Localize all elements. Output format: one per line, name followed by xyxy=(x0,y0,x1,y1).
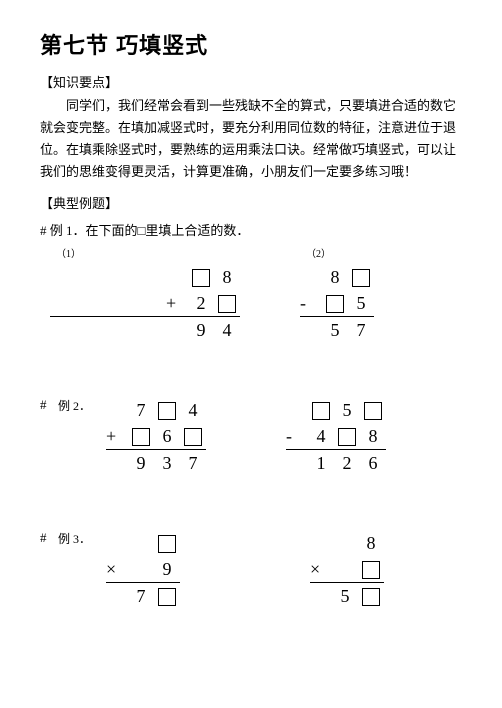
example-3-label: 例 3． xyxy=(58,530,100,547)
blank-box xyxy=(362,561,380,579)
page-title: 第七节 巧填竖式 xyxy=(40,28,462,60)
digit: 3 xyxy=(154,453,180,474)
operator: × xyxy=(106,559,128,580)
example-1-sub2-label: （2） xyxy=(306,245,374,260)
operator: - xyxy=(300,293,322,314)
section-examples-heading: 【典型例题】 xyxy=(40,193,462,212)
digit: 8 xyxy=(322,267,348,288)
digit: 1 xyxy=(308,453,334,474)
digit: 5 xyxy=(334,400,360,421)
vmath: 74+6937 xyxy=(106,397,206,476)
blank-box xyxy=(364,402,382,420)
digit: 7 xyxy=(180,453,206,474)
vmath: 8 ×5 xyxy=(310,530,384,609)
blank-box xyxy=(132,428,150,446)
digit: 8 xyxy=(360,426,386,447)
digit: 9 xyxy=(128,453,154,474)
operator: + xyxy=(166,293,188,314)
digit: 5 xyxy=(348,293,374,314)
digit: 7 xyxy=(348,320,374,341)
example-1-problems: （1） 8+294 （2） 8-557 xyxy=(40,245,462,343)
hash-icon: # xyxy=(40,530,58,546)
blank-box xyxy=(218,295,236,313)
blank-box xyxy=(362,588,380,606)
digit: 8 xyxy=(214,267,240,288)
digit: 4 xyxy=(180,400,206,421)
vmath: 8-557 xyxy=(300,264,374,343)
example-2-label: 例 2． xyxy=(58,397,100,414)
example-2-row: # 例 2． 74+6937 5-48126 xyxy=(40,397,462,476)
operator: - xyxy=(286,426,308,447)
example-1-label: 例 1．在下面的□里填上合适的数． xyxy=(50,223,250,238)
hash-icon: # xyxy=(40,397,58,413)
hash-icon: # xyxy=(40,223,47,238)
digit: 5 xyxy=(322,320,348,341)
operator: + xyxy=(106,426,128,447)
blank-box xyxy=(158,588,176,606)
digit: 5 xyxy=(332,586,358,607)
vmath: × 97 xyxy=(106,530,180,609)
blank-box xyxy=(158,535,176,553)
operator: × xyxy=(310,559,332,580)
example-1-problem-2: （2） 8-557 xyxy=(300,245,374,343)
vmath: 8 +2 94 xyxy=(50,264,240,343)
digit: 2 xyxy=(188,293,214,314)
example-1-heading: # 例 1．在下面的□里填上合适的数． xyxy=(40,220,462,239)
digit: 7 xyxy=(128,586,154,607)
blank-box xyxy=(192,269,210,287)
digit: 9 xyxy=(188,320,214,341)
page: 第七节 巧填竖式 【知识要点】 同学们，我们经常会看到一些残缺不全的算式，只要填… xyxy=(0,0,502,708)
blank-box xyxy=(352,269,370,287)
example-1-sub1-label: （1） xyxy=(56,245,240,260)
digit: 6 xyxy=(360,453,386,474)
digit: 8 xyxy=(358,533,384,554)
example-1-problem-1: （1） 8 +2 94 xyxy=(50,245,240,343)
blank-box xyxy=(184,428,202,446)
blank-box xyxy=(312,402,330,420)
blank-box xyxy=(158,402,176,420)
blank-box xyxy=(338,428,356,446)
digit: 4 xyxy=(214,320,240,341)
blank-box xyxy=(326,295,344,313)
digit: 6 xyxy=(154,426,180,447)
digit: 2 xyxy=(334,453,360,474)
example-3-row: # 例 3． ×97 8×5 xyxy=(40,530,462,609)
digit: 4 xyxy=(308,426,334,447)
vmath: 5 -4 8 126 xyxy=(286,397,386,476)
digit: 9 xyxy=(154,559,180,580)
digit: 7 xyxy=(128,400,154,421)
knowledge-paragraph: 同学们，我们经常会看到一些残缺不全的算式，只要填进合适的数它就会变完整。在填加减… xyxy=(40,95,462,183)
section-knowledge-heading: 【知识要点】 xyxy=(40,72,462,91)
